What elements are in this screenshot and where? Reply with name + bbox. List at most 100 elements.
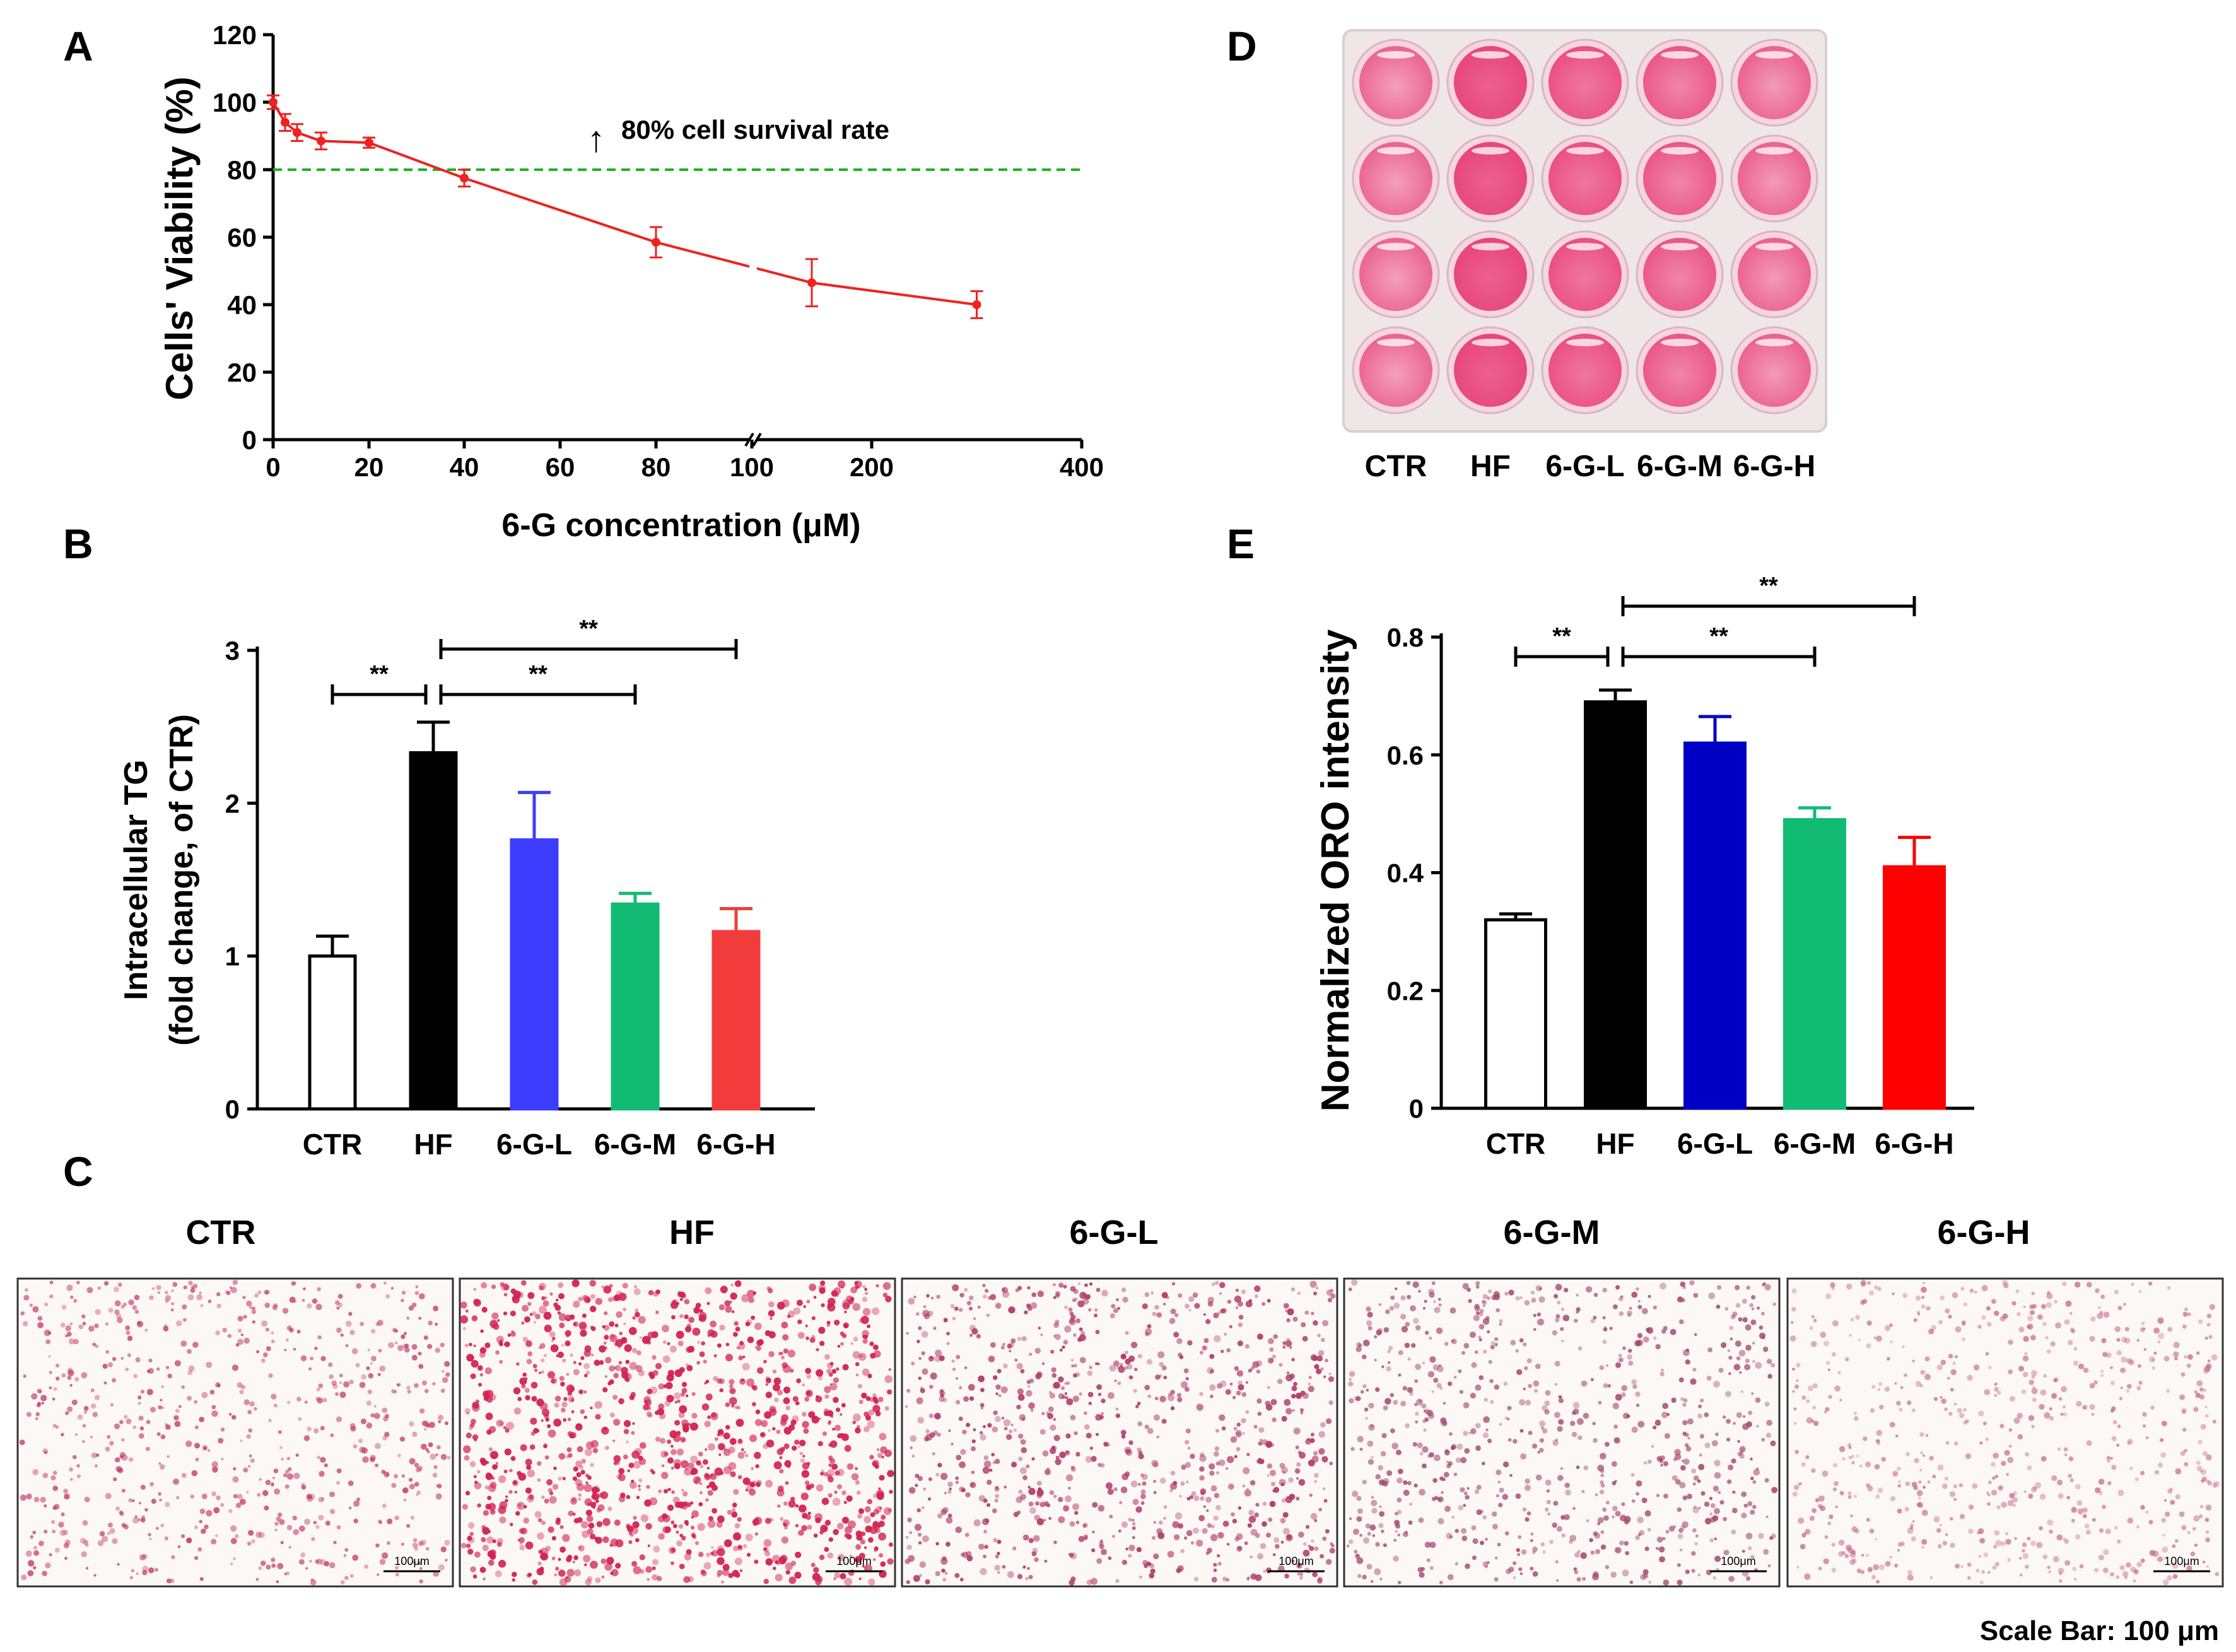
stained-cell	[1558, 1419, 1564, 1425]
stained-cell	[248, 1530, 254, 1536]
stained-cell	[705, 1287, 712, 1294]
stained-cell	[566, 1373, 570, 1376]
stained-cell	[2151, 1366, 2156, 1370]
stained-cell	[1311, 1539, 1314, 1543]
stained-cell	[1736, 1356, 1741, 1361]
stained-cell	[1564, 1514, 1570, 1520]
stained-cell	[1984, 1389, 1991, 1395]
stained-cell	[67, 1369, 74, 1376]
stained-cell	[290, 1281, 296, 1286]
stained-cell	[752, 1385, 758, 1391]
stained-cell	[1318, 1508, 1322, 1511]
stained-cell	[1973, 1364, 1980, 1371]
stained-cell	[1762, 1282, 1766, 1286]
stained-cell	[115, 1506, 120, 1511]
stained-cell	[1188, 1296, 1195, 1303]
stained-cell	[1021, 1417, 1026, 1421]
stained-cell	[1214, 1446, 1219, 1451]
stained-cell	[467, 1522, 475, 1529]
stained-cell	[574, 1569, 582, 1576]
stained-cell	[418, 1351, 422, 1356]
stained-cell	[1687, 1418, 1694, 1425]
stained-cell	[777, 1390, 783, 1396]
stained-cell	[1130, 1342, 1138, 1349]
stained-cell	[1699, 1453, 1702, 1457]
stained-cell	[2100, 1369, 2104, 1373]
stained-cell	[1564, 1482, 1570, 1488]
stained-cell	[2181, 1525, 2187, 1530]
stained-cell	[679, 1533, 683, 1538]
stained-cell	[308, 1367, 312, 1371]
stained-cell	[132, 1425, 137, 1429]
stained-cell	[2130, 1566, 2136, 1573]
stained-cell	[2007, 1500, 2014, 1506]
stained-cell	[609, 1412, 615, 1418]
stained-cell	[540, 1554, 545, 1559]
stained-cell	[486, 1429, 492, 1435]
stained-cell	[733, 1545, 739, 1552]
stained-cell	[121, 1523, 126, 1528]
stained-cell	[1385, 1309, 1390, 1315]
stained-cell	[1065, 1433, 1071, 1439]
stained-cell	[854, 1281, 858, 1285]
y-tick-label-a: 120	[213, 20, 257, 50]
stained-cell	[527, 1292, 535, 1299]
stained-cell	[1177, 1565, 1184, 1572]
stained-cell	[881, 1456, 884, 1458]
stained-cell	[532, 1364, 537, 1369]
stained-cell	[2031, 1291, 2035, 1296]
micrograph-6-g-l	[901, 1277, 1338, 1588]
stained-cell	[2032, 1304, 2037, 1309]
stained-cell	[1576, 1310, 1579, 1314]
stained-cell	[146, 1388, 153, 1395]
stained-cell	[1977, 1531, 1981, 1535]
stained-cell	[1058, 1282, 1064, 1288]
stained-cell	[512, 1571, 517, 1578]
stained-cell	[95, 1344, 99, 1348]
stained-cell	[1130, 1480, 1138, 1488]
stained-cell	[1189, 1495, 1193, 1499]
stained-cell	[584, 1345, 592, 1352]
stained-cell	[1098, 1392, 1102, 1397]
stained-cell	[537, 1478, 541, 1482]
stained-cell	[113, 1477, 117, 1482]
stained-cell	[1316, 1355, 1323, 1362]
stained-cell	[1531, 1443, 1538, 1449]
stained-cell	[737, 1545, 742, 1549]
stained-cell	[1411, 1343, 1416, 1348]
stained-cell	[739, 1378, 746, 1385]
stained-cell	[980, 1434, 986, 1441]
stained-cell	[2003, 1282, 2009, 1289]
micrograph-label: 6-G-L	[1070, 1214, 1159, 1251]
stained-cell	[158, 1492, 161, 1496]
stained-cell	[2019, 1573, 2023, 1577]
stained-cell	[2075, 1534, 2081, 1540]
category-label-b: HF	[414, 1128, 452, 1161]
stained-cell	[1322, 1537, 1327, 1541]
stained-cell	[76, 1280, 80, 1285]
stained-cell	[237, 1316, 243, 1321]
stained-cell	[2201, 1469, 2207, 1475]
stained-cell	[313, 1521, 317, 1525]
stained-cell	[165, 1291, 168, 1295]
stained-cell	[1938, 1320, 1943, 1325]
stained-cell	[1564, 1287, 1569, 1292]
stained-cell	[1574, 1570, 1579, 1574]
stained-cell	[918, 1376, 922, 1380]
stained-cell	[1831, 1542, 1835, 1547]
stained-cell	[837, 1435, 840, 1438]
stained-cell	[1145, 1332, 1150, 1337]
stained-cell	[311, 1537, 315, 1542]
stained-cell	[1739, 1453, 1745, 1459]
stained-cell	[49, 1294, 54, 1299]
stained-cell	[1192, 1292, 1198, 1298]
stained-cell	[2068, 1340, 2073, 1345]
stained-cell	[2062, 1281, 2067, 1286]
stained-cell	[1187, 1340, 1193, 1346]
stained-cell	[773, 1383, 780, 1391]
stained-cell	[404, 1344, 409, 1349]
stained-cell	[1358, 1344, 1362, 1347]
stained-cell	[1137, 1421, 1142, 1427]
stained-cell	[944, 1571, 948, 1575]
stained-cell	[1939, 1523, 1942, 1526]
